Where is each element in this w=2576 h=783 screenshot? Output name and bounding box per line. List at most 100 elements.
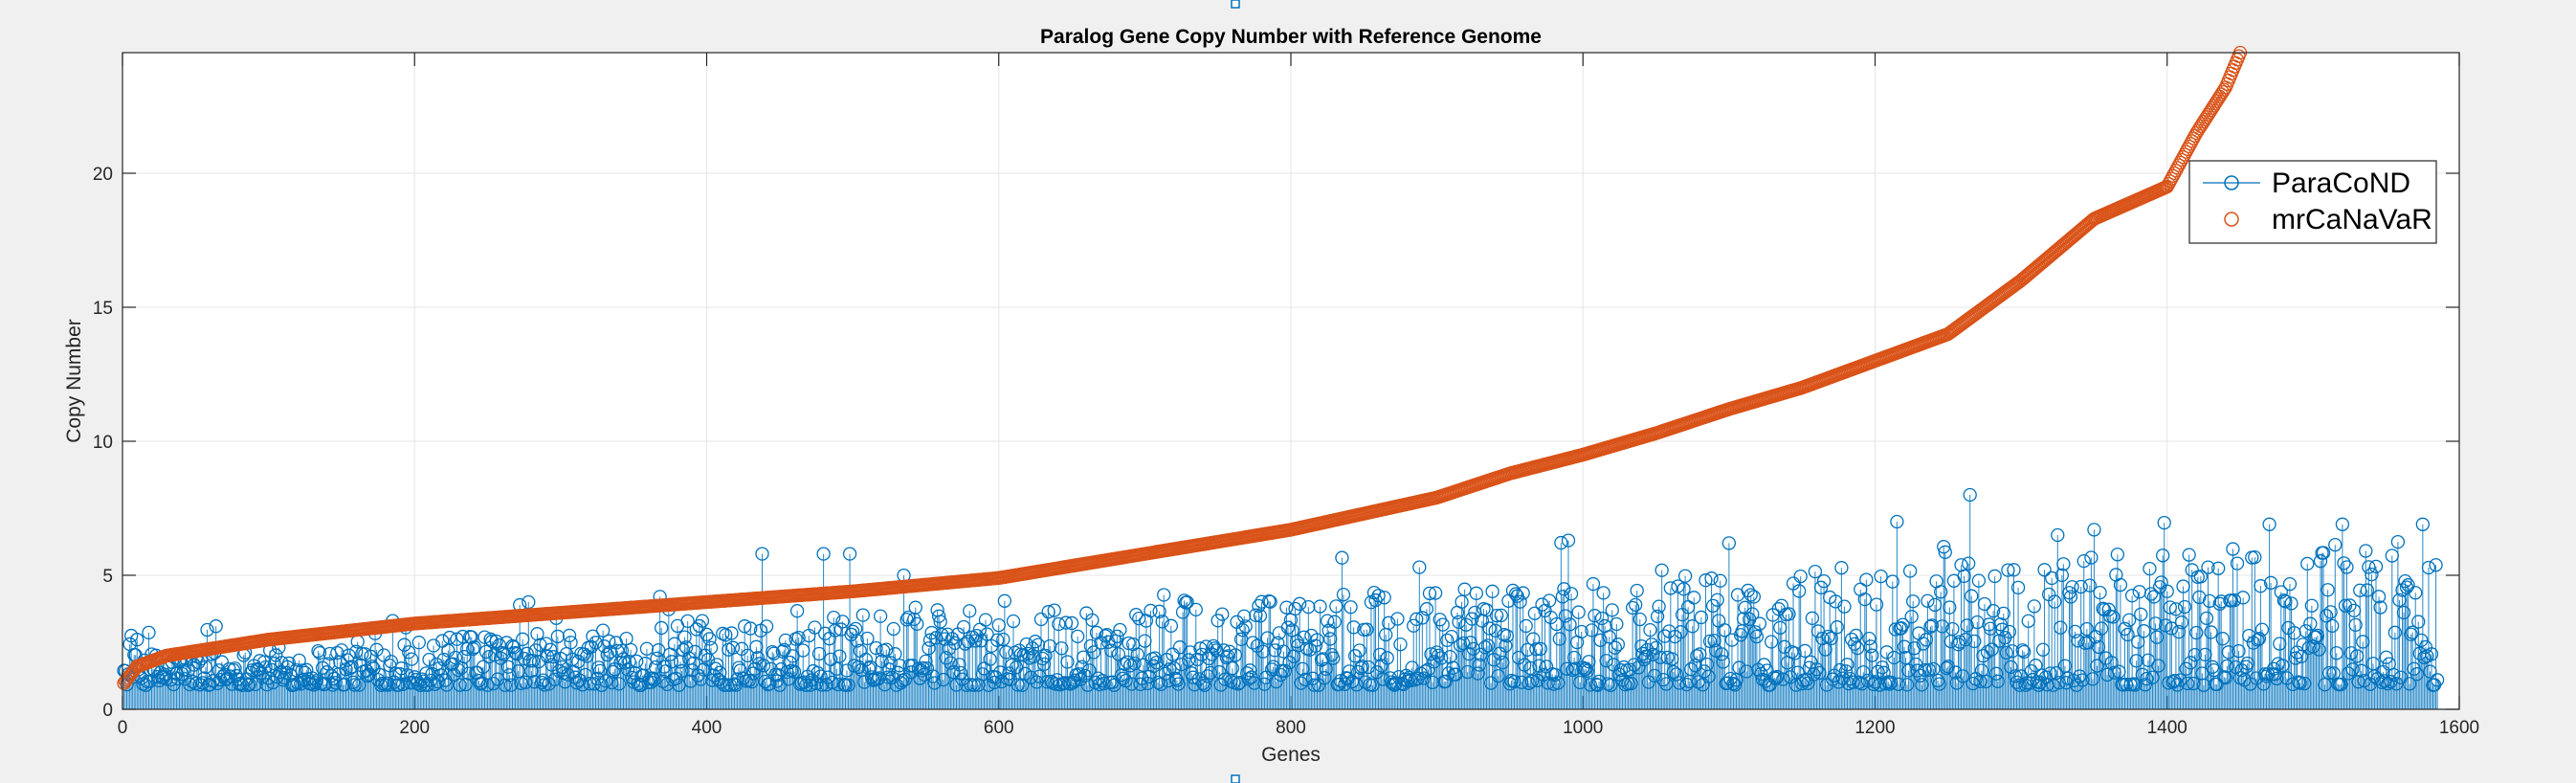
paracond-marker (2274, 585, 2288, 599)
paracond-marker (372, 667, 387, 682)
paracond-marker (592, 663, 608, 679)
paracond-marker (1132, 611, 1146, 626)
paracond-marker (1346, 620, 1361, 635)
paracond-marker (375, 676, 389, 691)
paracond-marker (2343, 598, 2357, 613)
paracond-marker (1071, 629, 1085, 644)
paracond-marker (623, 642, 638, 658)
paracond-marker (588, 636, 603, 650)
paracond-marker (1805, 611, 1820, 625)
paracond-marker (2189, 625, 2204, 640)
paracond-marker (1986, 604, 2001, 618)
paracond-marker (1047, 603, 1061, 617)
paracond-marker (2048, 594, 2062, 609)
paracond-marker (2396, 605, 2411, 620)
paracond-marker (2262, 517, 2276, 531)
plot-axes[interactable]: 0 200 400 600 800 1000 1200 1400 1600 0 5 10 15 20 (93, 45, 2479, 739)
paracond-marker (1129, 608, 1144, 622)
paracond-marker (1594, 611, 1610, 626)
legend-label-paracond: ParaCoND (2272, 168, 2410, 199)
paracond-marker (1465, 612, 1479, 626)
paracond-marker (1857, 592, 1872, 607)
x-tick-label: 1000 (1563, 718, 1603, 738)
series-mrcanavar (117, 45, 2248, 690)
paracond-marker (455, 629, 470, 644)
paracond-marker (1255, 594, 1269, 609)
x-tick-label: 400 (692, 718, 722, 738)
paracond-marker (1663, 581, 1677, 595)
paracond-marker (1924, 618, 1940, 633)
legend-marker-paracond (2224, 175, 2239, 190)
paracond-marker (584, 639, 599, 655)
x-tick-label: 600 (984, 718, 1014, 738)
paracond-marker (1585, 623, 1599, 638)
paracond-marker (289, 662, 303, 678)
paracond-marker (741, 648, 755, 663)
paracond-marker (2337, 556, 2351, 570)
paracond-marker (2411, 615, 2426, 629)
paracond-marker (2325, 618, 2340, 634)
paracond-marker (835, 615, 850, 629)
paracond-marker (1865, 648, 1879, 662)
paracond-marker (1938, 545, 1952, 559)
paracond-marker (2321, 583, 2335, 597)
x-tick-label: 0 (118, 718, 128, 738)
paracond-marker (1526, 632, 1541, 646)
paracond-marker (1764, 635, 1779, 649)
paracond-marker (2027, 599, 2042, 614)
paracond-marker (755, 547, 769, 561)
paracond-marker (983, 652, 997, 666)
paracond-marker (1985, 642, 1999, 657)
paracond-marker (1499, 638, 1513, 653)
paracond-marker (1144, 603, 1158, 618)
paracond-marker (1164, 618, 1178, 633)
paracond-marker (2165, 621, 2179, 636)
paracond-marker (550, 629, 565, 644)
paracond-marker (1885, 574, 1899, 589)
paracond-marker (2226, 542, 2240, 556)
paracond-marker (1650, 609, 1665, 624)
paracond-marker (655, 620, 669, 636)
paracond-marker (1235, 623, 1250, 638)
paracond-marker (1890, 514, 1904, 529)
paracond-marker (2008, 669, 2023, 683)
paracond-marker (1834, 561, 1849, 575)
paracond-marker (1039, 675, 1055, 689)
paracond-marker (242, 677, 256, 691)
paracond-marker (808, 620, 822, 635)
paracond-marker (365, 660, 380, 674)
paracond-marker (1490, 608, 1504, 623)
paracond-marker (2401, 578, 2415, 593)
paracond-marker (733, 663, 747, 678)
paracond-marker (2312, 642, 2326, 657)
paracond-marker (700, 627, 714, 641)
paracond-marker (1057, 676, 1072, 690)
paracond-marker (540, 649, 555, 663)
paracond-marker (2121, 627, 2135, 642)
paracond-marker (695, 614, 710, 628)
paracond-marker (1596, 586, 1610, 600)
selection-handle-bottom[interactable] (1231, 774, 1240, 783)
paracond-marker (1937, 540, 1951, 554)
paracond-marker (209, 619, 223, 634)
paracond-marker (2348, 617, 2363, 633)
paracond-marker (1390, 612, 1405, 626)
paracond-marker (1535, 597, 1549, 612)
paracond-marker (1629, 597, 1643, 612)
paracond-marker (1055, 641, 1069, 656)
paracond-marker (1674, 625, 1688, 639)
paracond-marker (789, 604, 805, 618)
paracond-marker (1704, 571, 1719, 586)
paracond-marker (2079, 621, 2094, 637)
x-tick-label: 800 (1276, 718, 1306, 738)
paracond-marker (2365, 567, 2379, 582)
paracond-marker (630, 654, 644, 669)
paracond-marker (1613, 662, 1629, 678)
paracond-marker (2106, 610, 2121, 624)
legend[interactable]: ParaCoND mrCaNaVaR (2188, 160, 2437, 244)
selection-handle-top[interactable] (1231, 0, 1240, 9)
paracond-marker (1943, 600, 1957, 615)
paracond-marker (1916, 637, 1931, 651)
paracond-marker (1902, 564, 1918, 578)
paracond-marker (650, 651, 664, 666)
